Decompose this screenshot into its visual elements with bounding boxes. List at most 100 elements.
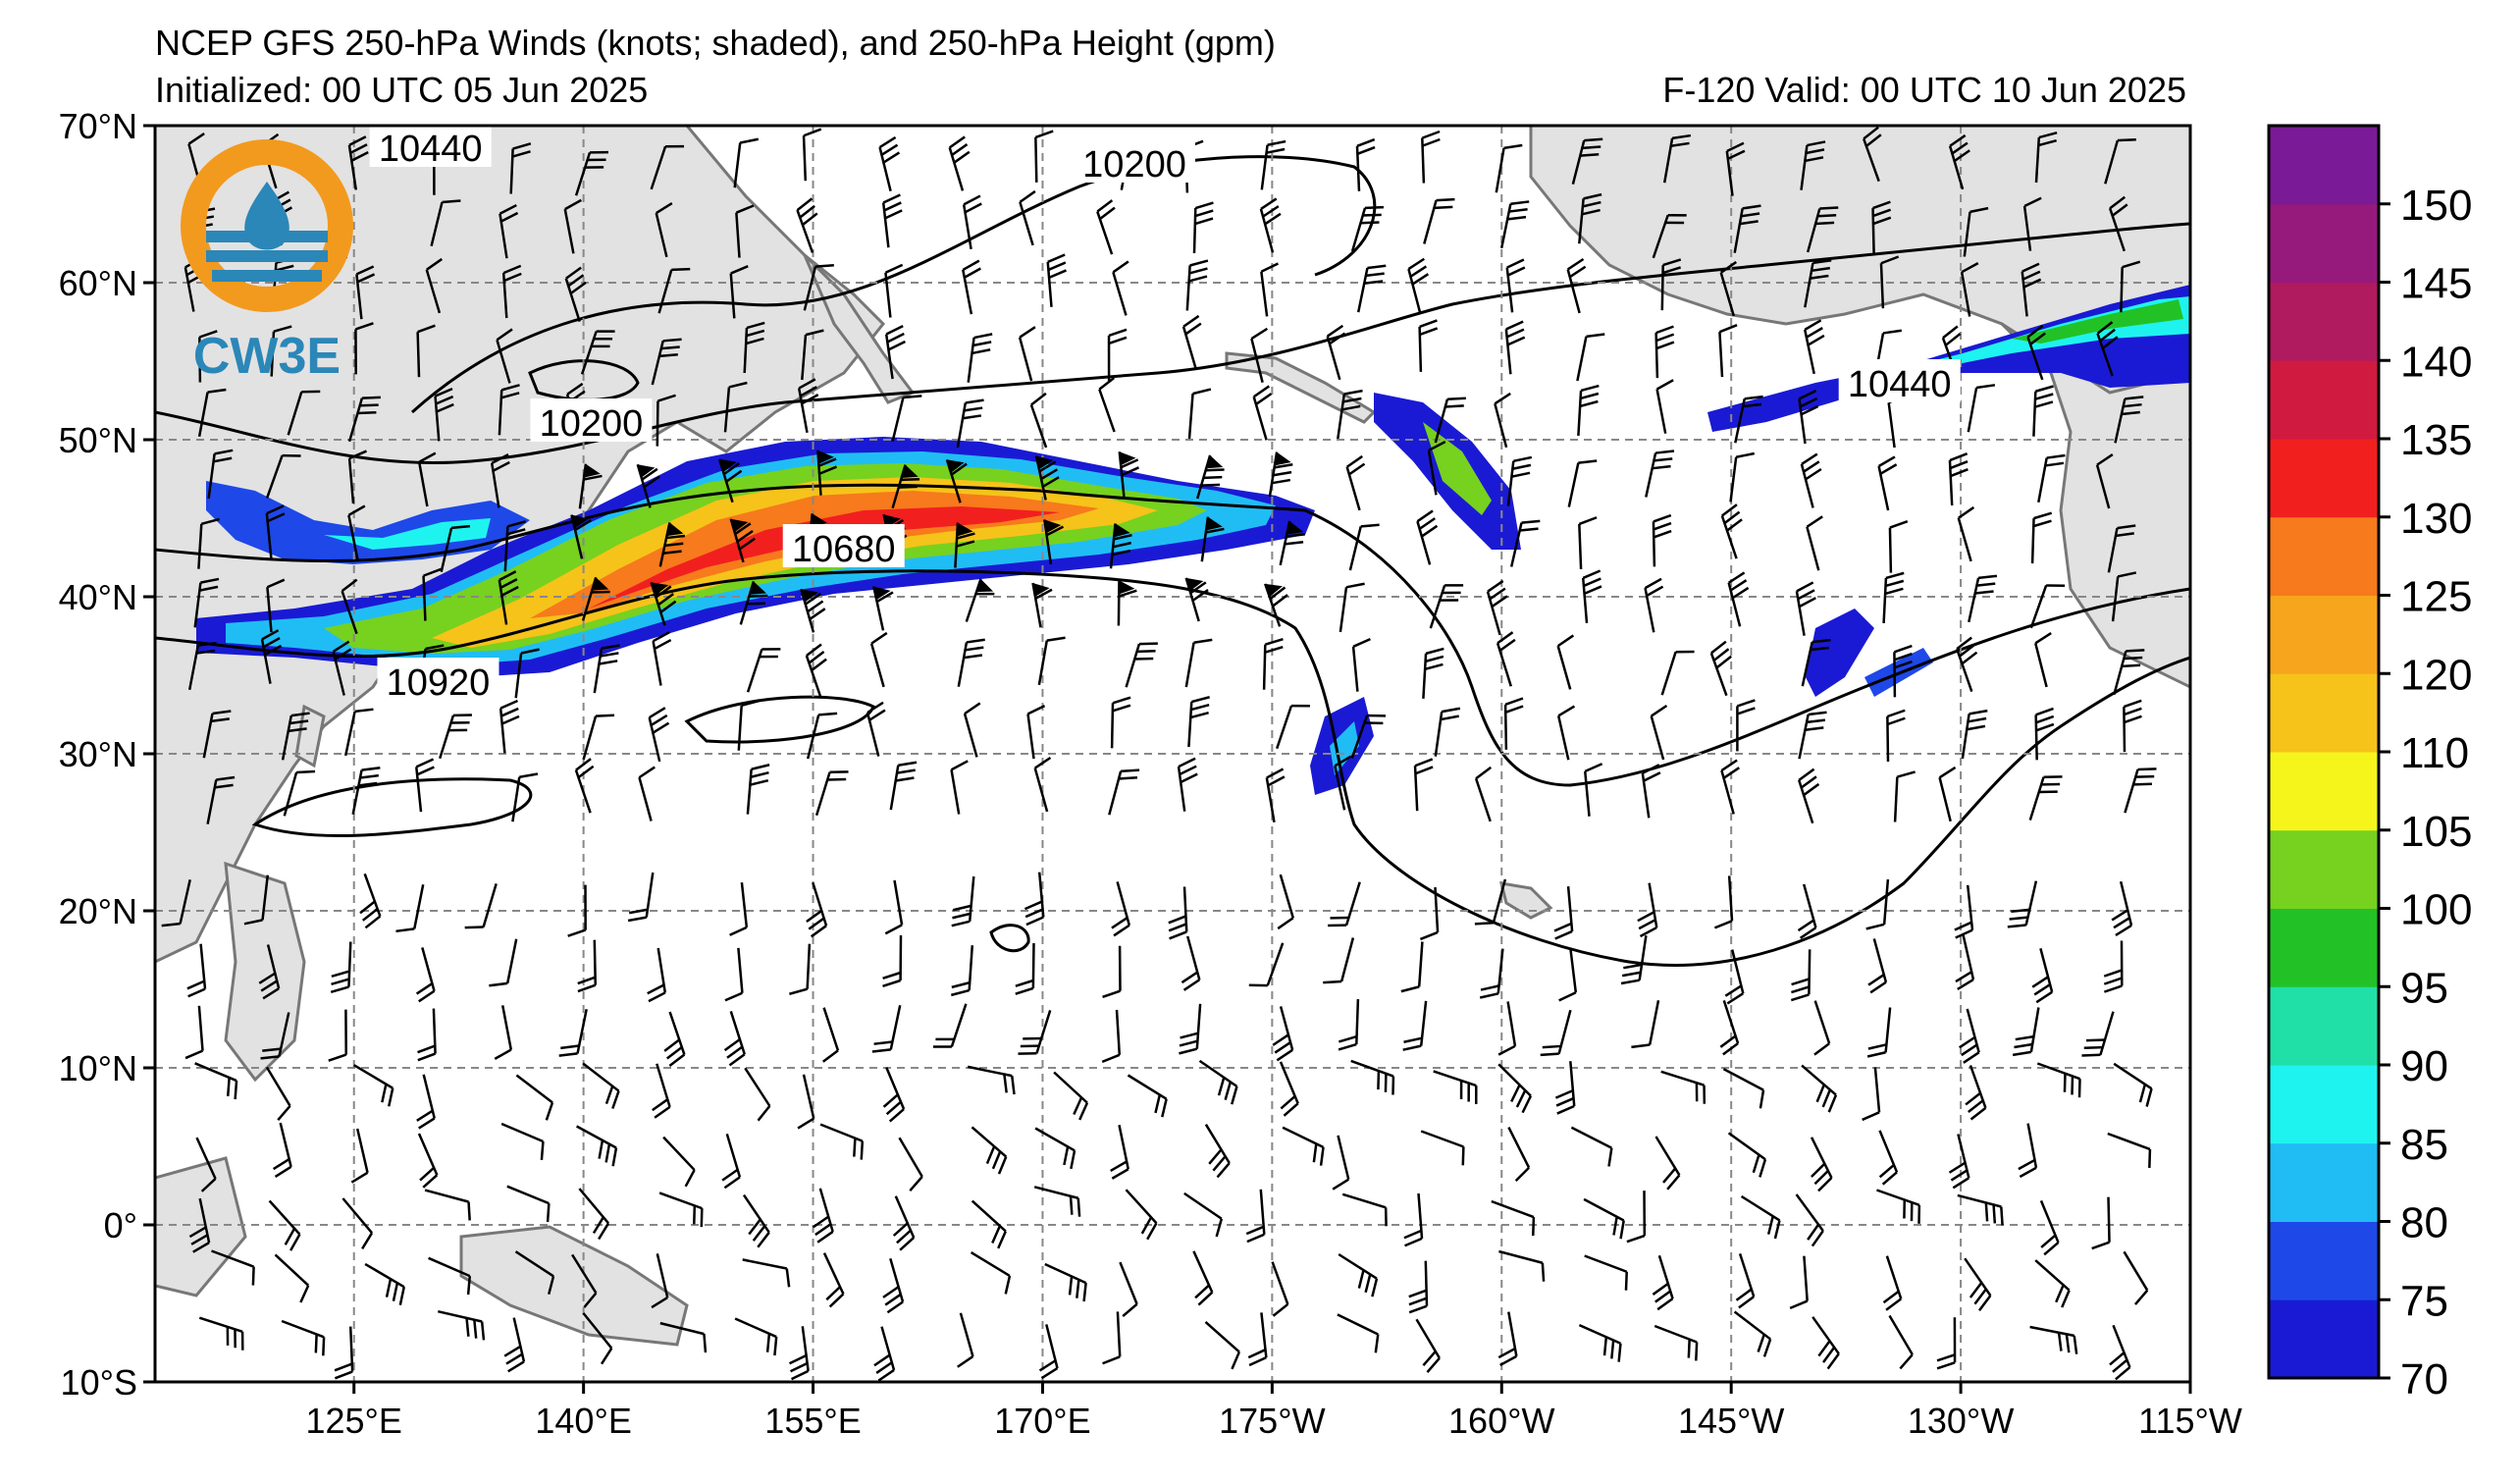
wind-barb xyxy=(417,1133,439,1189)
wind-barb xyxy=(957,1312,974,1368)
wind-barb xyxy=(1323,937,1355,984)
wind-barb xyxy=(1654,1136,1681,1191)
wind-barb xyxy=(347,504,366,560)
colorbar: 70 75 80 85 90 95 100 105 110 120 125 130 135 140 145 1… xyxy=(2267,124,2472,1404)
wind-barb xyxy=(2091,1196,2111,1250)
wind-barb xyxy=(283,769,316,817)
contour-label-0: 10440 xyxy=(369,126,492,170)
wind-barb xyxy=(742,1193,770,1248)
wind-barb xyxy=(2029,1325,2078,1354)
wind-barb xyxy=(1957,505,1975,562)
wind-barb xyxy=(871,1005,902,1053)
lon-tick-label: 160°W xyxy=(1448,1401,1554,1441)
contour-10920 xyxy=(155,569,2190,967)
lat-tick-label: 50°N xyxy=(59,420,137,460)
streak-east-pacific xyxy=(1806,609,1874,697)
wind-barb xyxy=(945,459,968,503)
colorbar-label: 105 xyxy=(2400,808,2472,856)
wind-barb xyxy=(1486,579,1508,636)
wind-barb xyxy=(1433,1070,1478,1105)
wind-barb xyxy=(2026,324,2046,381)
wind-barb xyxy=(788,1326,810,1381)
wind-barb xyxy=(1279,1061,1299,1117)
wind-barb xyxy=(490,453,510,508)
valid-time: F-120 Valid: 00 UTC 10 Jun 2025 xyxy=(1662,70,2186,110)
wind-barb xyxy=(878,135,901,192)
lon-tick-label: 170°E xyxy=(994,1401,1090,1441)
wind-barb xyxy=(364,1262,405,1305)
wind-barb xyxy=(1581,569,1602,623)
wind-barb xyxy=(1184,638,1213,688)
wind-barb xyxy=(1727,571,1750,627)
wind-barb xyxy=(963,702,981,758)
wind-barb xyxy=(1964,1257,1992,1311)
wind-barb xyxy=(500,1122,545,1160)
wind-barb xyxy=(567,884,587,937)
wind-barb xyxy=(198,1316,244,1351)
wind-barb xyxy=(570,514,592,559)
wind-barb xyxy=(1948,452,1969,506)
wind-barb xyxy=(1498,1249,1546,1282)
wind-barb xyxy=(2036,1062,2081,1098)
wind-barb xyxy=(1338,999,1360,1051)
wind-barb xyxy=(2007,880,2038,928)
wind-barb xyxy=(1098,376,1116,433)
contour-label-text: 10200 xyxy=(1082,144,1186,185)
wind-barb xyxy=(1277,874,1294,930)
wind-barb xyxy=(647,947,667,1003)
wind-barb xyxy=(343,708,374,757)
wind-barb xyxy=(1102,945,1122,999)
wind-barb xyxy=(1268,451,1293,498)
wind-barb xyxy=(1118,451,1139,498)
wind-barb xyxy=(1248,942,1285,987)
wind-barb xyxy=(438,1309,486,1341)
wind-barb xyxy=(2114,396,2144,444)
wind-barb xyxy=(425,257,444,314)
wind-barb xyxy=(2123,699,2142,753)
wind-barb xyxy=(1558,947,1578,1002)
colorbar-segment xyxy=(2269,908,2379,987)
wind-barb xyxy=(1177,757,1198,812)
wind-barb xyxy=(270,325,292,377)
wind-barb xyxy=(1968,574,1998,623)
wind-barb xyxy=(2095,453,2114,509)
wind-barb xyxy=(1631,1000,1660,1049)
wind-barb xyxy=(1505,258,1526,313)
wind-barb xyxy=(721,1133,742,1190)
wind-barb xyxy=(188,1197,211,1253)
wind-barb xyxy=(1407,257,1430,313)
wind-barb xyxy=(1125,1189,1158,1241)
colorbar-label: 95 xyxy=(2400,964,2448,1012)
wind-barb xyxy=(1720,759,1740,815)
wind-barb xyxy=(962,259,981,315)
wind-barb xyxy=(737,699,761,751)
wind-barb xyxy=(1355,137,1376,191)
wind-barb xyxy=(1795,1193,1824,1247)
wind-barb xyxy=(558,1009,588,1057)
wind-barb xyxy=(743,321,765,374)
wind-barb xyxy=(514,648,540,699)
wind-barb xyxy=(1102,1311,1122,1365)
wind-barb xyxy=(287,390,321,436)
wind-barb xyxy=(195,1137,217,1192)
contour-label-text: 10440 xyxy=(1848,364,1952,405)
wind-barb xyxy=(884,263,904,318)
wind-barb xyxy=(1882,1255,1903,1311)
wind-barb xyxy=(1179,1003,1202,1055)
wind-barb xyxy=(1026,704,1046,760)
wind-barb xyxy=(1626,1191,1647,1244)
wind-barb xyxy=(1422,647,1444,699)
wind-barb xyxy=(1024,872,1045,927)
wind-barb xyxy=(1499,200,1530,249)
wind-barb xyxy=(1540,1009,1572,1057)
wind-barb xyxy=(258,944,281,1000)
wind-barb xyxy=(882,1067,906,1123)
wind-barb xyxy=(806,881,828,938)
wind-barb xyxy=(347,135,369,190)
wind-barb xyxy=(347,396,381,443)
wind-barb xyxy=(1044,1262,1087,1302)
lat-tick-label: 40°N xyxy=(59,577,137,617)
wind-barb xyxy=(1038,1324,1059,1380)
lat-tick-label: 60°N xyxy=(59,263,137,303)
wind-barb xyxy=(576,1125,618,1167)
